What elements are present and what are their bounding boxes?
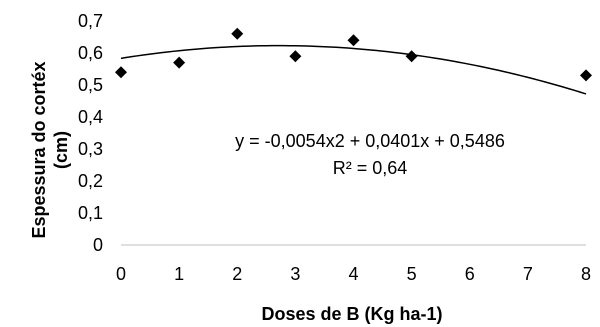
y-tick-label: 0,6	[78, 43, 103, 63]
x-tick-label: 6	[465, 264, 475, 284]
data-point	[231, 27, 244, 40]
y-tick-label: 0,3	[78, 139, 103, 159]
x-tick-labels: 0 1 2 3 4 5 6 7 8	[116, 264, 591, 284]
plot-area: 0 0,1 0,2 0,3 0,4 0,5 0,6 0,7 0 1 2 3 4 5 6 7 8	[78, 11, 592, 284]
trendline-equation: y = -0,0054x2 + 0,0401x + 0,5486	[235, 131, 505, 151]
data-point	[173, 56, 186, 69]
r-squared-label: R² = 0,64	[333, 158, 408, 178]
data-point	[405, 50, 418, 63]
y-tick-labels: 0 0,1 0,2 0,3 0,4 0,5 0,6 0,7	[78, 11, 103, 255]
x-tick-label: 2	[232, 264, 242, 284]
y-tick-label: 0,1	[78, 203, 103, 223]
y-tick-label: 0,2	[78, 171, 103, 191]
y-tick-label: 0,7	[78, 11, 103, 31]
data-point	[289, 50, 302, 63]
y-tick-label: 0	[93, 235, 103, 255]
x-tick-label: 4	[348, 264, 358, 284]
trendline	[120, 44, 587, 95]
y-axis-title-line-1: Espessura do cortéx	[29, 61, 49, 238]
x-tick-label: 7	[523, 264, 533, 284]
y-tick-label: 0,5	[78, 75, 103, 95]
x-tick-label: 0	[116, 264, 126, 284]
data-point	[115, 66, 127, 79]
data-point	[580, 69, 592, 82]
y-tick-label: 0,4	[78, 107, 103, 127]
data-points	[115, 27, 592, 82]
x-tick-label: 3	[290, 264, 300, 284]
data-point	[347, 34, 360, 47]
x-tick-label: 8	[581, 264, 591, 284]
x-tick-label: 5	[407, 264, 417, 284]
x-axis-title: Doses de B (Kg ha-1)	[261, 304, 442, 324]
y-axis-title-line-2: (cm)	[51, 131, 71, 169]
x-tick-label: 1	[174, 264, 184, 284]
